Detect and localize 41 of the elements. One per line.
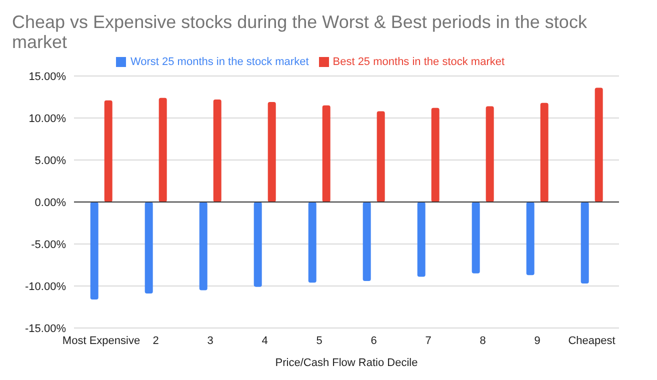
x-tick-label: 8 [480, 334, 486, 347]
x-tick-label: Cheapest [568, 334, 616, 347]
x-tick-label: 5 [316, 334, 322, 347]
bar [594, 88, 603, 202]
y-tick-label: 10.00% [28, 112, 66, 125]
x-tick-label: 4 [262, 334, 268, 347]
bar [540, 102, 548, 202]
bar [580, 202, 589, 284]
bar [376, 111, 385, 202]
bar [417, 202, 426, 277]
x-axis-title: Price/Cash Flow Ratio Decile [275, 357, 418, 369]
bar [486, 106, 494, 202]
bar [199, 202, 208, 290]
x-tick-label: 9 [534, 334, 540, 347]
x-tick-label: 7 [425, 334, 432, 347]
bar [362, 202, 371, 281]
bar [472, 202, 480, 274]
y-tick-label: -15.00% [25, 322, 66, 335]
chart-title: Cheap vs Expensive stocks during the Worst & Best periods in the stock market [11, 11, 588, 52]
legend-label: Best 25 months in the stock market [332, 56, 505, 68]
bar [104, 100, 112, 202]
bar [526, 202, 534, 276]
x-tick-label: Most Expensive [62, 334, 140, 347]
y-tick-label: -10.00% [25, 280, 66, 293]
y-tick-label: 15.00% [28, 70, 66, 83]
x-tick-label: 3 [207, 334, 214, 347]
y-tick-label: 5.00% [34, 154, 66, 167]
bar [254, 202, 262, 287]
bar [213, 100, 222, 202]
bar [268, 102, 276, 202]
bar [322, 105, 330, 202]
y-tick-label: 0.00% [34, 196, 66, 209]
legend-label: Worst 25 months in the stock market [130, 56, 309, 68]
bar [144, 202, 153, 294]
bar [431, 108, 440, 202]
x-tick-label: 2 [152, 334, 159, 347]
bar [308, 202, 316, 283]
x-tick-label: 6 [370, 334, 377, 347]
y-tick-label: -5.00% [31, 238, 66, 251]
bar [90, 202, 98, 300]
bar [158, 98, 167, 202]
